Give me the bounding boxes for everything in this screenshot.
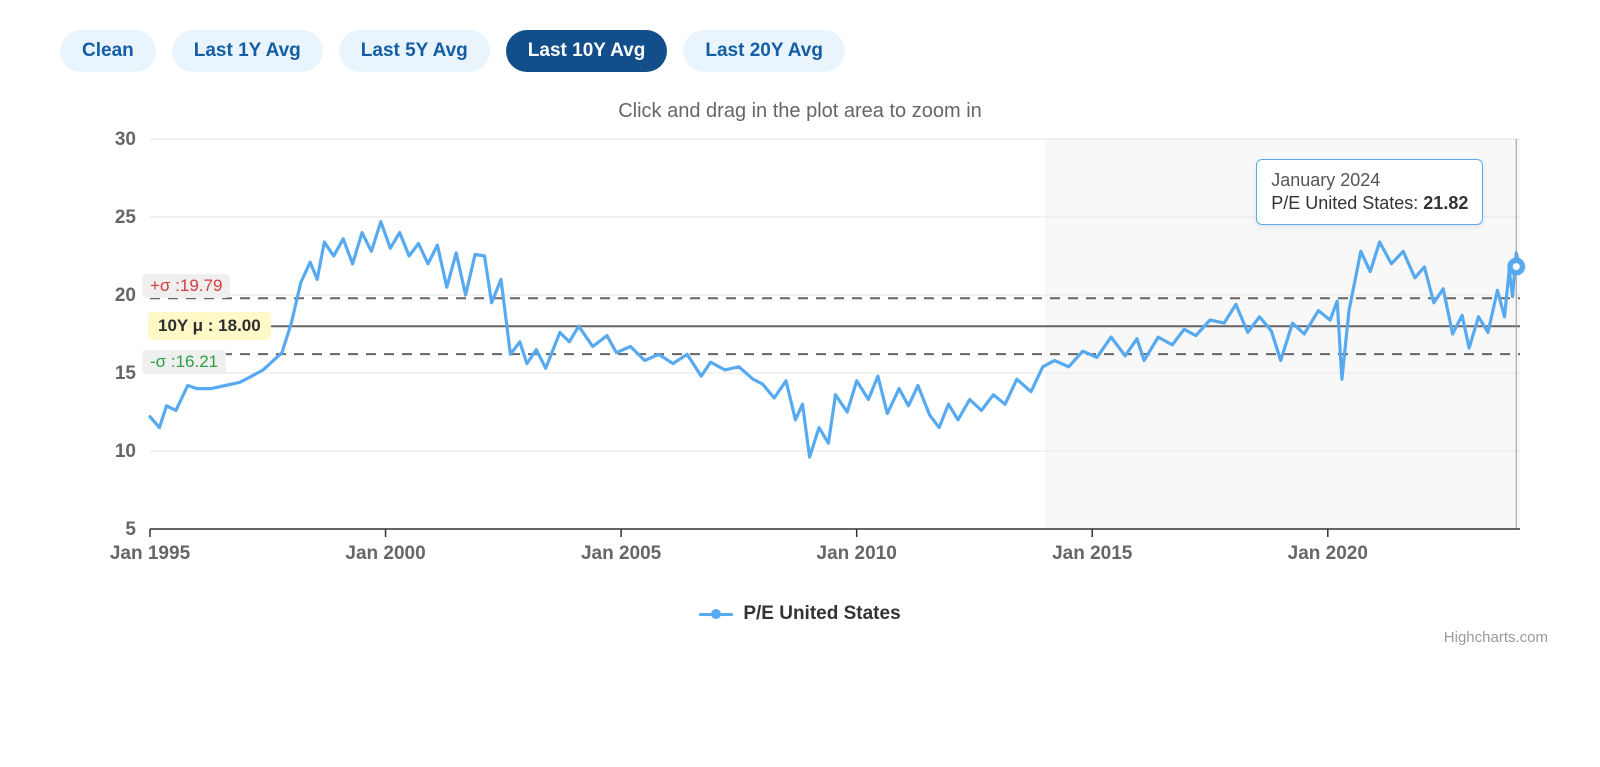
tooltip-date: January 2024 [1271, 170, 1468, 191]
legend-label: P/E United States [743, 603, 900, 625]
svg-text:30: 30 [115, 129, 136, 150]
legend-swatch-icon [699, 613, 733, 616]
legend[interactable]: P/E United States [40, 589, 1560, 625]
svg-text:Jan 2000: Jan 2000 [345, 543, 425, 564]
credit[interactable]: Highcharts.com [40, 625, 1560, 646]
mu-label: 10Y μ : 18.00 [148, 312, 271, 340]
range-pill-group: Clean Last 1Y Avg Last 5Y Avg Last 10Y A… [40, 30, 1560, 100]
plus-sigma-label: +σ :19.79 [142, 274, 230, 298]
pill-20y[interactable]: Last 20Y Avg [683, 30, 845, 72]
svg-text:5: 5 [125, 519, 136, 540]
svg-text:25: 25 [115, 207, 137, 228]
svg-text:Jan 2005: Jan 2005 [581, 543, 662, 564]
chart-container[interactable]: 5 10 15 20 25 30 Jan 1995 Jan 2000 Jan 2005 Jan 2… [40, 129, 1560, 589]
tooltip-label: P/E United States: [1271, 193, 1423, 213]
pill-5y[interactable]: Last 5Y Avg [339, 30, 490, 72]
minus-sigma-label: -σ :16.21 [142, 350, 226, 374]
svg-text:Jan 2020: Jan 2020 [1288, 543, 1368, 564]
svg-text:20: 20 [115, 285, 136, 306]
svg-text:Jan 1995: Jan 1995 [110, 543, 191, 564]
tooltip-value: 21.82 [1423, 193, 1468, 213]
pill-clean[interactable]: Clean [60, 30, 156, 72]
svg-text:10: 10 [115, 441, 136, 462]
svg-text:15: 15 [115, 363, 137, 384]
svg-text:Jan 2015: Jan 2015 [1052, 543, 1133, 564]
chart-subtitle: Click and drag in the plot area to zoom … [40, 100, 1560, 123]
svg-text:Jan 2010: Jan 2010 [817, 543, 897, 564]
pill-1y[interactable]: Last 1Y Avg [172, 30, 323, 72]
pill-10y[interactable]: Last 10Y Avg [506, 30, 668, 72]
tooltip: January 2024 P/E United States: 21.82 [1256, 159, 1483, 225]
